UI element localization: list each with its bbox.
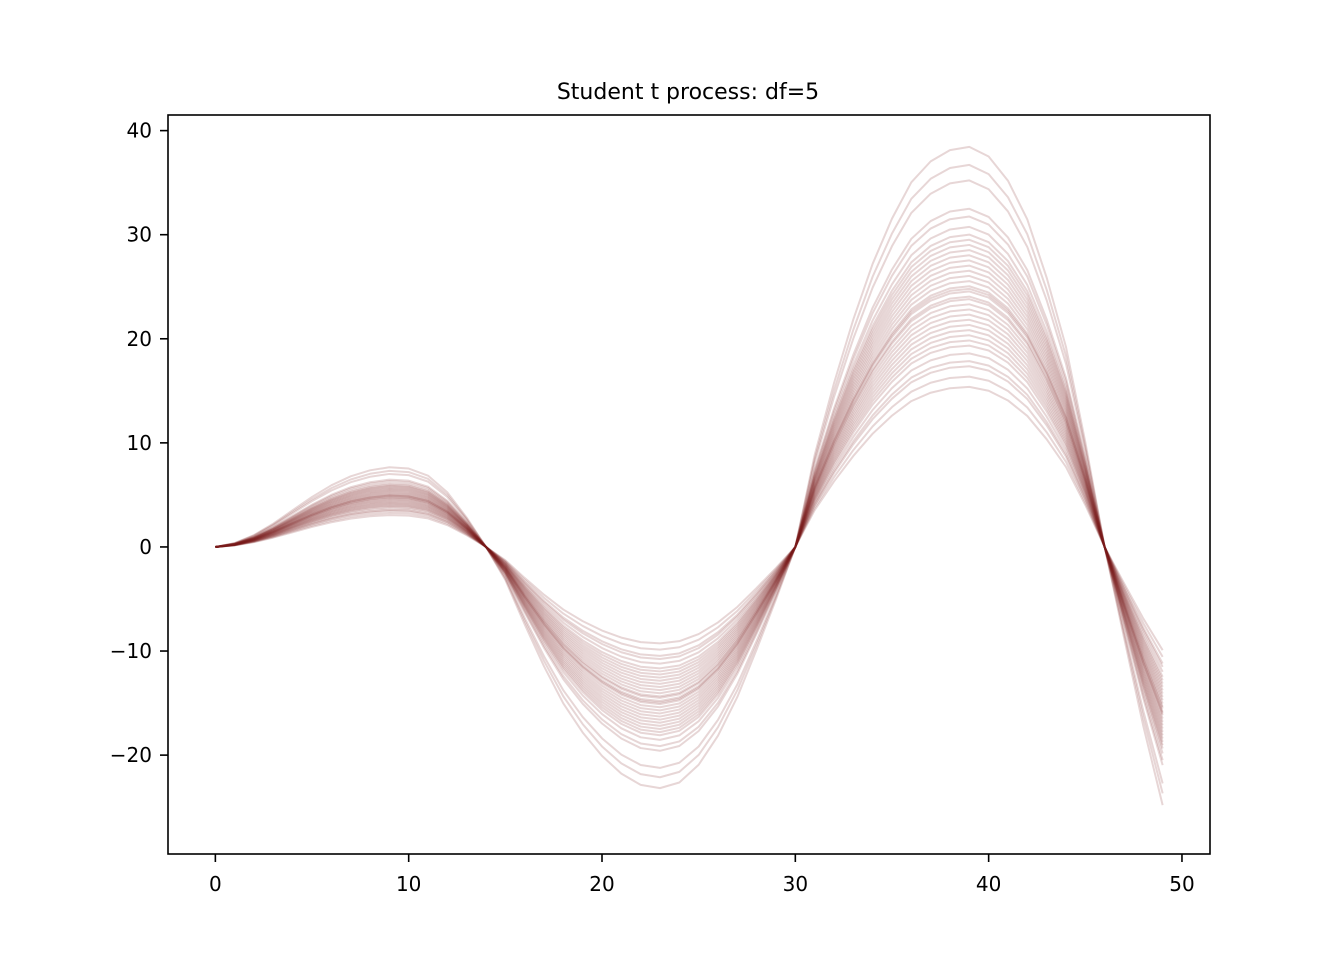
series-line-7 — [215, 339, 1164, 681]
series-line-1 — [215, 385, 1164, 651]
x-tick-label: 30 — [783, 872, 808, 896]
series-line-6 — [215, 344, 1164, 678]
series-line-13 — [215, 308, 1164, 701]
series-line-33 — [215, 179, 1164, 784]
series-line-22 — [215, 269, 1164, 726]
series-line-10 — [215, 323, 1164, 691]
x-tick-label: 10 — [396, 872, 421, 896]
series-line-34 — [215, 163, 1164, 794]
series-line-15 — [215, 298, 1164, 708]
series-line-29 — [215, 233, 1164, 749]
y-tick-label: −10 — [110, 639, 152, 663]
series-line-21 — [215, 274, 1164, 723]
series-line-8 — [215, 334, 1164, 684]
series-line-27 — [215, 243, 1164, 743]
series-line-5 — [215, 352, 1164, 673]
y-tick-label: 30 — [127, 223, 152, 247]
series-line-35 — [215, 145, 1164, 806]
y-tick-label: 0 — [139, 535, 152, 559]
series-line-26 — [215, 249, 1164, 739]
y-tick-label: 20 — [127, 327, 152, 351]
x-tick-label: 40 — [976, 872, 1001, 896]
series-line-17 — [215, 290, 1164, 713]
chart-title: Student t process: df=5 — [557, 80, 819, 105]
x-tick-label: 50 — [1169, 872, 1194, 896]
series-line-25 — [215, 254, 1164, 736]
series-line-4 — [215, 360, 1164, 668]
series-line-9 — [215, 329, 1164, 688]
y-tick-label: 10 — [127, 431, 152, 455]
y-tick-label: −20 — [110, 743, 152, 767]
series-line-11 — [215, 318, 1164, 694]
series-line-31 — [215, 215, 1164, 761]
series-line-12 — [215, 313, 1164, 698]
plot-frame — [167, 114, 1211, 855]
series-line-28 — [215, 238, 1164, 746]
y-tick-label: 40 — [127, 119, 152, 143]
series-line-30 — [215, 225, 1164, 754]
series-line-18 — [215, 287, 1164, 714]
x-axis: 0 10 20 30 40 50 — [209, 854, 1195, 896]
series-line-32 — [215, 207, 1164, 766]
series-line-14 — [215, 303, 1164, 704]
series-layer — [215, 145, 1164, 806]
x-tick-label: 0 — [209, 872, 222, 896]
series-line-23 — [215, 264, 1164, 729]
series-line-3 — [215, 365, 1164, 665]
y-axis: −20 −10 0 10 20 30 40 — [110, 119, 168, 767]
series-line-2 — [215, 375, 1164, 658]
series-line-16 — [215, 295, 1164, 709]
series-line-19 — [215, 285, 1164, 716]
x-tick-label: 20 — [589, 872, 614, 896]
series-line-20 — [215, 280, 1164, 719]
series-line-24 — [215, 259, 1164, 733]
